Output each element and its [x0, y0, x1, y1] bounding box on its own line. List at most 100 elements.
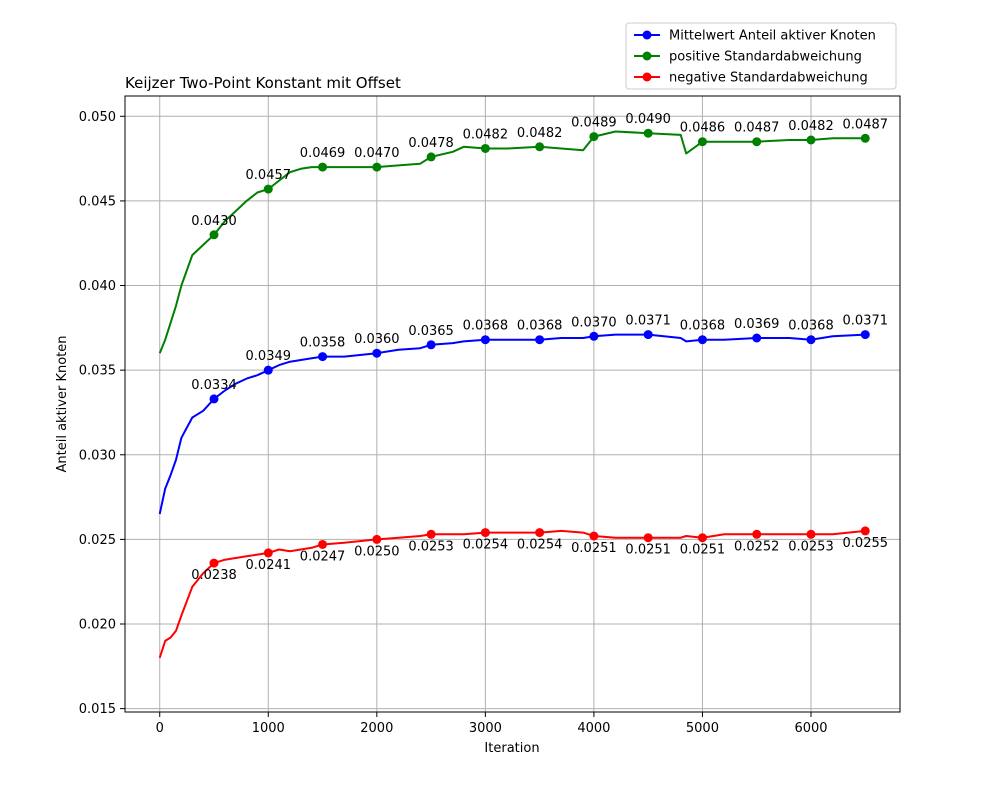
y-tick-label: 0.050 — [79, 110, 116, 125]
data-label: 0.0430 — [191, 214, 237, 229]
legend-entry: negative Standardabweichung — [669, 71, 868, 86]
legend-box — [625, 22, 897, 90]
data-label: 0.0254 — [517, 538, 563, 553]
data-point — [535, 142, 545, 152]
data-labels: 0.0334 0.0349 0.0358 0.0360 0.0365 0.0368 0.03… — [191, 112, 888, 583]
data-label: 0.0251 — [680, 543, 726, 558]
data-point — [426, 529, 436, 539]
data-point — [697, 335, 707, 345]
data-point — [318, 162, 328, 172]
data-label: 0.0371 — [843, 314, 889, 329]
plot-area-frame — [124, 95, 901, 713]
data-label: 0.0457 — [246, 168, 292, 183]
legend: Mittelwert Anteil aktiver Knoten positive… — [625, 22, 897, 90]
data-point — [535, 528, 545, 538]
data-point — [643, 128, 653, 138]
data-label: 0.0369 — [734, 317, 780, 332]
data-point — [372, 534, 382, 544]
data-label: 0.0238 — [191, 568, 237, 583]
x-tick-label: 2000 — [360, 721, 393, 736]
data-label: 0.0482 — [517, 126, 563, 141]
data-label: 0.0250 — [354, 544, 400, 559]
y-tick-label: 0.045 — [79, 194, 116, 209]
y-tick-label: 0.035 — [79, 364, 116, 379]
data-label: 0.0469 — [300, 146, 346, 161]
data-label: 0.0470 — [354, 146, 400, 161]
data-label: 0.0487 — [843, 117, 889, 132]
data-label: 0.0251 — [571, 541, 617, 556]
data-point — [643, 330, 653, 340]
data-point — [806, 529, 816, 539]
data-label: 0.0482 — [463, 127, 509, 142]
data-point — [263, 184, 273, 194]
data-label: 0.0252 — [734, 539, 780, 554]
data-point — [263, 365, 273, 375]
x-tick-label: 0 — [156, 721, 164, 736]
data-point — [589, 132, 599, 142]
data-label: 0.0251 — [625, 543, 671, 558]
series-markers — [209, 128, 870, 568]
data-label: 0.0358 — [300, 336, 346, 351]
data-label: 0.0486 — [680, 121, 726, 136]
y-tick-label: 0.015 — [79, 702, 116, 717]
axes: 0 1000 2000 3000 4000 5000 6000 0.015 0.020 0.025… — [79, 110, 828, 736]
data-label: 0.0247 — [300, 549, 346, 564]
y-tick-label: 0.025 — [79, 533, 116, 548]
data-point — [372, 348, 382, 358]
data-point — [806, 335, 816, 345]
data-label: 0.0478 — [408, 136, 454, 151]
data-label: 0.0370 — [571, 315, 617, 330]
data-point — [860, 330, 870, 340]
data-label: 0.0254 — [463, 538, 509, 553]
legend-entry: positive Standardabweichung — [669, 50, 862, 65]
y-tick-label: 0.020 — [79, 618, 116, 633]
data-point — [209, 394, 219, 404]
data-point — [752, 333, 762, 343]
x-tick-label: 3000 — [469, 721, 502, 736]
data-point — [860, 526, 870, 536]
data-point — [643, 533, 653, 543]
y-tick-label: 0.030 — [79, 448, 116, 463]
data-point — [209, 558, 219, 568]
x-tick-label: 1000 — [252, 721, 285, 736]
data-label: 0.0368 — [788, 319, 834, 334]
chart-title: Keijzer Two-Point Konstant mit Offset — [125, 74, 401, 92]
data-label: 0.0253 — [788, 539, 834, 554]
data-label: 0.0487 — [734, 121, 780, 136]
data-point — [318, 352, 328, 362]
data-label: 0.0241 — [246, 558, 292, 573]
data-label: 0.0489 — [571, 116, 617, 131]
data-point — [318, 539, 328, 549]
data-point — [806, 135, 816, 145]
data-point — [480, 335, 490, 345]
data-point — [263, 548, 273, 558]
data-point — [535, 335, 545, 345]
y-tick-label: 0.040 — [79, 279, 116, 294]
x-tick-label: 5000 — [686, 721, 719, 736]
grid — [125, 96, 900, 712]
data-label: 0.0482 — [788, 119, 834, 134]
data-point — [480, 528, 490, 538]
data-point — [480, 143, 490, 153]
legend-entry: Mittelwert Anteil aktiver Knoten — [669, 29, 876, 44]
data-label: 0.0253 — [408, 539, 454, 554]
data-label: 0.0360 — [354, 332, 400, 347]
legend-swatch-marker — [642, 72, 652, 82]
data-point — [372, 162, 382, 172]
data-label: 0.0371 — [625, 314, 671, 329]
data-point — [752, 137, 762, 147]
x-tick-label: 6000 — [794, 721, 827, 736]
data-point — [752, 529, 762, 539]
data-label: 0.0255 — [843, 536, 889, 551]
data-point — [589, 331, 599, 341]
data-point — [697, 533, 707, 543]
x-tick-label: 4000 — [577, 721, 610, 736]
data-label: 0.0365 — [408, 324, 454, 339]
data-label: 0.0349 — [246, 349, 292, 364]
data-label: 0.0334 — [191, 378, 237, 393]
data-label: 0.0490 — [625, 112, 671, 127]
data-point — [697, 137, 707, 147]
data-label: 0.0368 — [463, 319, 509, 334]
data-point — [209, 230, 219, 240]
